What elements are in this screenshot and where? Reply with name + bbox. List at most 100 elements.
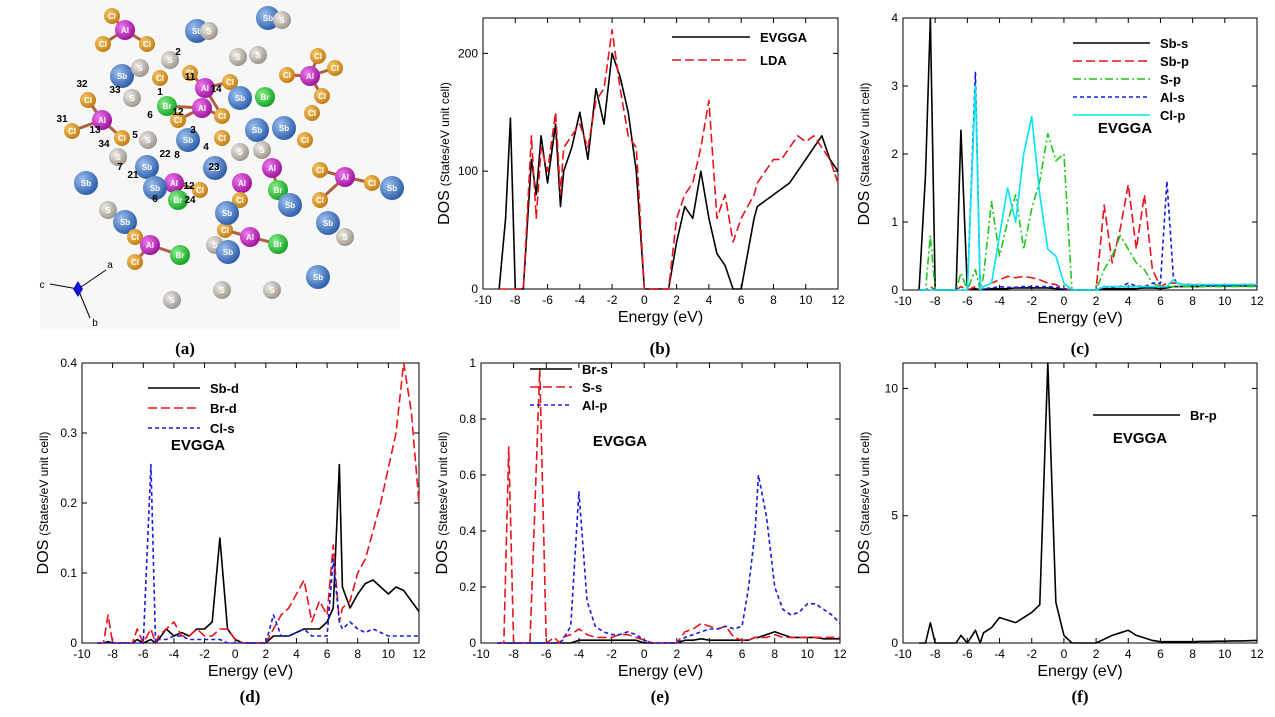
y-label-main: DOS <box>434 540 451 575</box>
atom-label: Al <box>246 233 254 242</box>
atom-label: S <box>237 148 243 157</box>
plot-frame <box>82 363 419 643</box>
y-tick-label: 0 <box>891 283 898 297</box>
y-label-unit: (States/eV unit cell) <box>858 432 872 536</box>
atom-label: Cl <box>131 258 139 267</box>
y-tick-label: 0.2 <box>459 580 476 594</box>
x-tick-label: -6 <box>962 294 973 308</box>
atom-label: Cl <box>99 40 107 49</box>
y-tick-label: 1 <box>891 215 898 229</box>
atom-label: Sb <box>263 14 273 23</box>
atom-label: Al <box>170 179 178 188</box>
x-tick-label: 6 <box>739 647 746 661</box>
y-tick-label: 1 <box>469 356 476 370</box>
atom-number: 31 <box>56 114 68 125</box>
y-tick-label: 0.2 <box>60 496 77 510</box>
dos-panel: -10-8-6-4-202468101200.20.40.60.81Energy… <box>434 356 847 706</box>
x-axis-label: Energy (eV) <box>618 309 703 326</box>
atom-label: Sb <box>81 179 91 188</box>
atom-label: Cl <box>68 127 76 136</box>
legend-label: Al-s <box>1160 90 1185 105</box>
legend-label: Br-p <box>1190 408 1217 423</box>
atom-label: Br <box>274 240 283 249</box>
y-tick-label: 10 <box>885 381 899 395</box>
x-tick-label: -2 <box>1026 647 1037 661</box>
atom-label: S <box>137 64 143 73</box>
x-tick-label: 10 <box>1218 647 1232 661</box>
atom-label: S <box>105 206 111 215</box>
atom-label: S <box>269 286 275 295</box>
atom-label: Cl <box>318 92 326 101</box>
atom-label: Sb <box>279 124 289 133</box>
plot-frame <box>481 363 840 643</box>
y-tick-label: 0.8 <box>459 412 476 426</box>
atom-label: S <box>169 296 175 305</box>
atom-label: S <box>259 146 265 155</box>
x-tick-label: 10 <box>799 293 813 307</box>
y-label-main: DOS <box>856 540 873 575</box>
x-tick-label: -8 <box>508 647 519 661</box>
x-tick-label: 0 <box>1061 294 1068 308</box>
legend-label: Sb-s <box>1160 36 1188 51</box>
x-tick-label: 12 <box>831 293 845 307</box>
x-tick-label: -4 <box>169 647 180 661</box>
atom-number: 32 <box>76 79 88 90</box>
x-tick-label: 12 <box>1250 647 1264 661</box>
atom-number: 4 <box>203 142 209 153</box>
atom-label: Cl <box>131 233 139 242</box>
y-label-unit: (States/eV unit cell) <box>436 432 450 536</box>
x-tick-label: 8 <box>770 293 777 307</box>
x-tick-label: -6 <box>541 647 552 661</box>
atom-number: 33 <box>109 85 121 96</box>
x-tick-label: -4 <box>574 647 585 661</box>
x-tick-label: 8 <box>771 647 778 661</box>
atom-label: S <box>206 27 212 36</box>
x-tick-label: 6 <box>324 647 331 661</box>
dos-panel: -10-8-6-4-202468101201234Energy (eV)DOS(… <box>856 11 1264 358</box>
x-tick-label: 4 <box>293 647 300 661</box>
plot-frame <box>903 363 1257 643</box>
atom-number: 11 <box>185 72 196 83</box>
legend-label: Br-d <box>210 401 237 416</box>
y-tick-label: 3 <box>891 79 898 93</box>
x-tick-label: 0 <box>1061 647 1068 661</box>
y-label-unit: (States/eV unit cell) <box>858 83 872 187</box>
caption: (c) <box>1071 339 1090 358</box>
x-tick-label: 0 <box>641 647 648 661</box>
atom-number: 6 <box>147 110 153 121</box>
atom-label: Al <box>268 164 276 173</box>
atom-label: S <box>255 51 261 60</box>
legend-label: Sb-p <box>1160 54 1189 69</box>
atom-label: Cl <box>221 226 229 235</box>
y-label-main: DOS <box>35 540 52 575</box>
y-label-main: DOS <box>856 191 873 226</box>
atom-label: Br <box>261 93 270 102</box>
x-tick-label: 8 <box>1189 294 1196 308</box>
atom-label: Sb <box>323 219 333 228</box>
atom-number: 23 <box>208 162 220 173</box>
atom-label: Al <box>121 26 129 35</box>
x-tick-label: 10 <box>801 647 815 661</box>
x-tick-label: 8 <box>354 647 361 661</box>
atom-label: Al <box>98 116 106 125</box>
atom-label: Cl <box>118 134 126 143</box>
y-axis-label: DOS (States/eV unit cell) <box>434 432 451 575</box>
atom-label: S <box>145 136 151 145</box>
dos-panel: -10-8-6-4-20246810120510Energy (eV)DOS(S… <box>856 363 1264 706</box>
atom-label: S <box>235 53 241 62</box>
atom-label: S <box>129 94 135 103</box>
atom-number: 34 <box>98 139 110 150</box>
dos-panel: -10-8-6-4-202468101200.10.20.30.4Energy … <box>35 356 426 706</box>
atom-number: 7 <box>117 162 123 173</box>
figure: SbSSbSAlClClClSSSSbSClAlClClSbBrClAlClCl… <box>0 0 1275 712</box>
x-tick-label: -2 <box>199 647 210 661</box>
legend-label: Cl-p <box>1160 108 1185 123</box>
x-tick-label: 6 <box>738 293 745 307</box>
atom-label: Cl <box>226 78 234 87</box>
atom-label: Sb <box>183 136 193 145</box>
legend-label: Br-s <box>582 362 608 377</box>
y-label-unit: (States/eV unit cell) <box>438 82 452 186</box>
atom-label: Cl <box>84 96 92 105</box>
annotation: EVGGA <box>1113 430 1167 447</box>
